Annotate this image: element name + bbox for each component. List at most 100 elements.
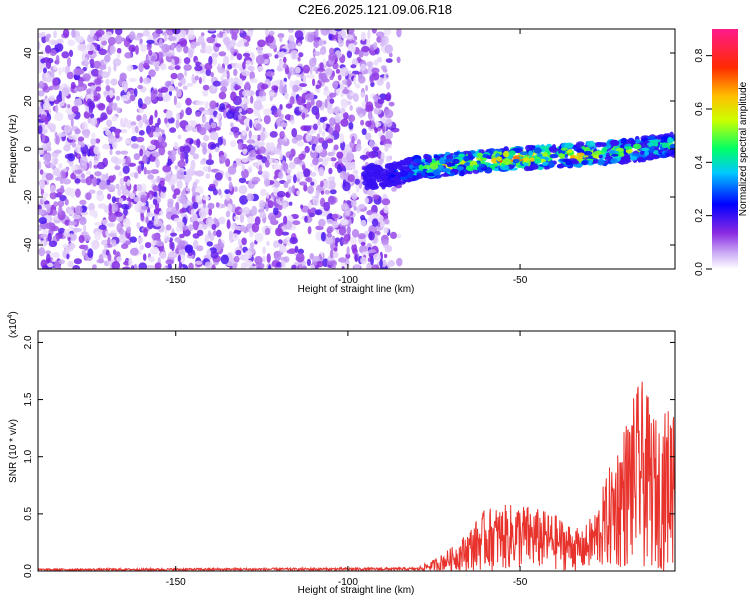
spectrogram-y-axis-label: Frequency (Hz) xyxy=(8,115,19,184)
heatmap-blob xyxy=(126,120,133,129)
heatmap-blob xyxy=(299,83,308,87)
heatmap-blob xyxy=(174,165,178,170)
heatmap-blob xyxy=(133,184,138,192)
heatmap-blob xyxy=(396,257,403,267)
heatmap-blob xyxy=(229,29,234,35)
colorbar-tick-label: 0.4 xyxy=(694,155,705,169)
heatmap-blob xyxy=(75,188,81,198)
heatmap-blob xyxy=(185,107,192,116)
heatmap-blob xyxy=(315,189,320,199)
heatmap-blob xyxy=(536,153,543,158)
heatmap-blob xyxy=(298,52,304,58)
heatmap-blob xyxy=(198,208,207,219)
heatmap-blob xyxy=(289,96,295,105)
heatmap-blob xyxy=(114,128,121,136)
heatmap-blob xyxy=(274,54,279,59)
heatmap-blob xyxy=(439,159,444,165)
heatmap-blob xyxy=(280,122,288,128)
heatmap-blob xyxy=(346,246,350,256)
heatmap-blob xyxy=(225,192,231,201)
heatmap-blob xyxy=(135,136,145,143)
heatmap-blob xyxy=(112,102,118,111)
heatmap-blob xyxy=(56,191,63,197)
heatmap-blob xyxy=(302,64,310,74)
heatmap-blob xyxy=(255,154,264,160)
heatmap-blob xyxy=(339,218,349,226)
heatmap-blob xyxy=(156,175,161,183)
heatmap-blob xyxy=(93,145,100,155)
heatmap-blob xyxy=(583,150,593,156)
heatmap-blob xyxy=(126,226,132,234)
heatmap-blob xyxy=(454,169,459,173)
heatmap-blob xyxy=(44,72,50,78)
heatmap-blob xyxy=(66,71,74,80)
y-tick-label: -20 xyxy=(23,189,34,204)
heatmap-blob xyxy=(257,49,263,55)
heatmap-blob xyxy=(363,51,369,57)
heatmap-blob xyxy=(71,105,79,114)
heatmap-blob xyxy=(383,73,387,82)
heatmap-blob xyxy=(119,177,125,186)
heatmap-blob xyxy=(116,95,120,101)
heatmap-blob xyxy=(107,236,111,246)
heatmap-blob xyxy=(345,35,354,40)
heatmap-blob xyxy=(49,49,57,56)
heatmap-blob xyxy=(116,222,123,233)
heatmap-blob xyxy=(288,153,293,161)
x-tick-label: -100 xyxy=(338,577,358,588)
heatmap-blob xyxy=(354,83,361,89)
heatmap-blob xyxy=(96,259,105,264)
heatmap-blob xyxy=(360,119,365,126)
heatmap-blob xyxy=(651,155,659,160)
heatmap-blob xyxy=(242,96,247,105)
heatmap-blob xyxy=(112,141,118,150)
heatmap-blob xyxy=(90,85,96,91)
heatmap-blob xyxy=(263,114,271,125)
heatmap-blob xyxy=(216,242,225,250)
heatmap-blob xyxy=(158,145,166,156)
heatmap-blob xyxy=(353,206,357,211)
heatmap-blob xyxy=(243,118,251,125)
heatmap-blob xyxy=(264,159,270,168)
heatmap-blob xyxy=(384,147,389,152)
heatmap-blob xyxy=(151,151,159,157)
heatmap-blob xyxy=(86,43,95,51)
heatmap-blob xyxy=(138,62,144,73)
snr-y-axis-label: SNR (10 * v/v) xyxy=(8,419,19,483)
heatmap-blob xyxy=(140,43,148,53)
heatmap-blob xyxy=(143,227,148,237)
heatmap-blob xyxy=(285,103,293,109)
heatmap-blob xyxy=(250,95,254,104)
heatmap-blob xyxy=(250,134,258,140)
heatmap-blob xyxy=(241,237,247,246)
heatmap-blob xyxy=(161,43,170,53)
heatmap-blob xyxy=(185,97,192,106)
heatmap-blob xyxy=(164,35,168,42)
heatmap-blob xyxy=(262,246,266,255)
heatmap-blob xyxy=(384,109,394,119)
heatmap-blob xyxy=(67,260,74,268)
heatmap-blob xyxy=(60,170,66,180)
heatmap-blob xyxy=(105,173,109,180)
figure-title: C2E6.2025.121.09.06.R18 xyxy=(298,2,452,17)
colorbar-ticks: 0.0 0.2 0.4 0.6 0.8 xyxy=(694,48,712,276)
heatmap-blob xyxy=(142,253,147,261)
heatmap-blob xyxy=(204,62,213,71)
heatmap-blob xyxy=(85,170,92,176)
heatmap-blob xyxy=(396,29,402,38)
heatmap-blob xyxy=(85,176,93,186)
heatmap-blob xyxy=(355,143,362,152)
heatmap-blob xyxy=(68,49,74,58)
heatmap-blob xyxy=(110,203,119,213)
heatmap-blob xyxy=(176,180,183,190)
heatmap-blob xyxy=(371,29,377,34)
heatmap-blob xyxy=(364,197,370,204)
heatmap-blob xyxy=(375,120,379,128)
heatmap-blob xyxy=(192,181,198,189)
heatmap-blob xyxy=(276,107,282,117)
heatmap-blob xyxy=(77,43,86,52)
heatmap-blob xyxy=(186,168,195,177)
heatmap-blob xyxy=(108,203,112,213)
heatmap-blob xyxy=(67,104,71,109)
heatmap-blob xyxy=(284,92,289,100)
